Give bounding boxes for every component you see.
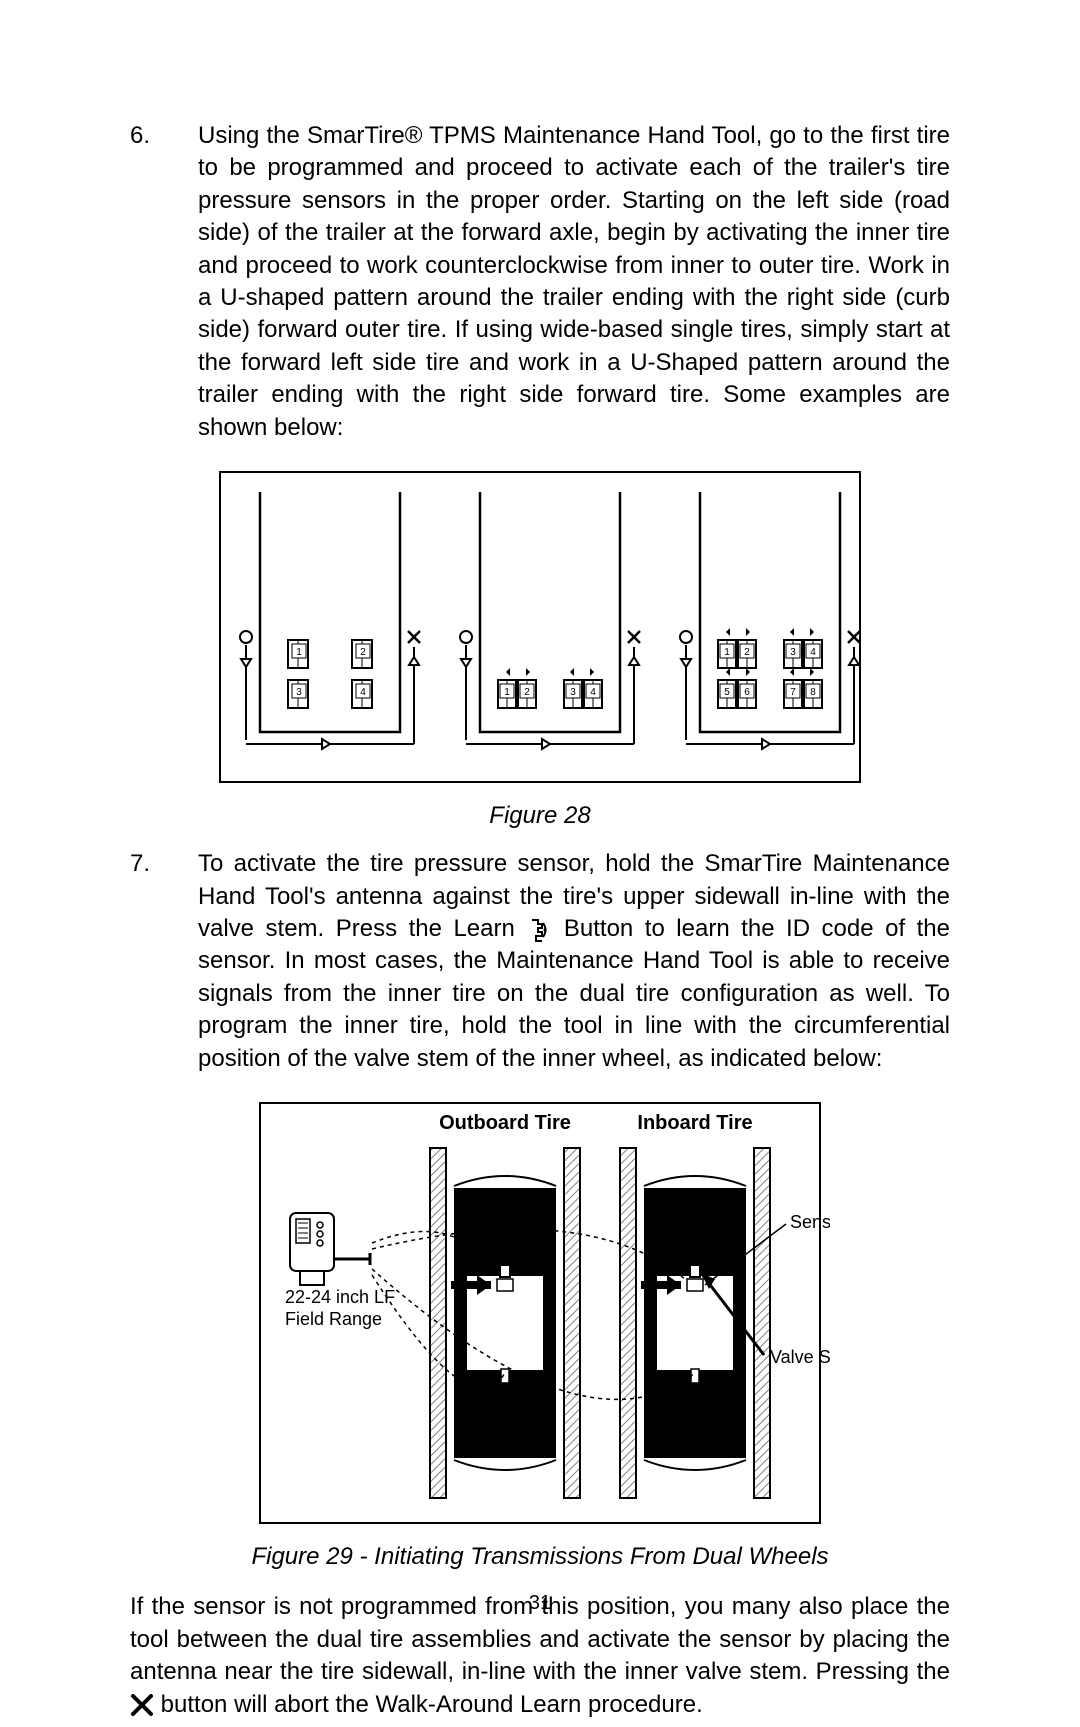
svg-text:3: 3 <box>790 647 796 658</box>
svg-text:2: 2 <box>360 647 366 658</box>
svg-text:Sensor: Sensor <box>790 1212 830 1232</box>
svg-text:4: 4 <box>810 647 816 658</box>
svg-text:7: 7 <box>790 687 796 698</box>
figure-29-caption: Figure 29 - Initiating Transmissions Fro… <box>130 1541 950 1573</box>
svg-text:1: 1 <box>296 647 302 658</box>
final-post: button will abort the Walk-Around Learn … <box>161 1691 703 1718</box>
svg-text:1: 1 <box>504 687 510 698</box>
svg-text:2: 2 <box>744 647 750 658</box>
svg-text:Outboard Tire: Outboard Tire <box>439 1112 571 1134</box>
figure-29: Outboard Tire Inboard Tire Sensor Valve Ste… <box>250 1093 830 1533</box>
learn-icon <box>526 917 552 943</box>
page-number: 31 <box>0 1590 1080 1617</box>
svg-text:2: 2 <box>524 687 530 698</box>
item6-number: 6. <box>130 120 198 444</box>
svg-text:1: 1 <box>724 647 730 658</box>
svg-text:6: 6 <box>744 687 750 698</box>
svg-text:4: 4 <box>360 687 366 698</box>
item7-text: To activate the tire pressure sensor, ho… <box>198 848 950 1075</box>
svg-text:8: 8 <box>810 687 816 698</box>
svg-text:22-24 inch LF: 22-24 inch LF <box>285 1287 395 1307</box>
item7-number: 7. <box>130 848 198 1075</box>
figure-28-caption: Figure 28 <box>130 800 950 832</box>
x-icon <box>130 1693 154 1717</box>
svg-text:Valve Stem: Valve Stem <box>770 1347 830 1367</box>
figure-28: 1 2 3 4 1 2 3 4 1 2 3 4 5 6 7 8 <box>210 462 870 792</box>
svg-text:3: 3 <box>570 687 576 698</box>
item6-text: Using the SmarTire® TPMS Maintenance Han… <box>198 120 950 444</box>
svg-text:Inboard Tire: Inboard Tire <box>637 1112 752 1134</box>
svg-text:Field Range: Field Range <box>285 1309 382 1329</box>
svg-text:3: 3 <box>296 687 302 698</box>
svg-text:4: 4 <box>590 687 596 698</box>
svg-text:5: 5 <box>724 687 730 698</box>
